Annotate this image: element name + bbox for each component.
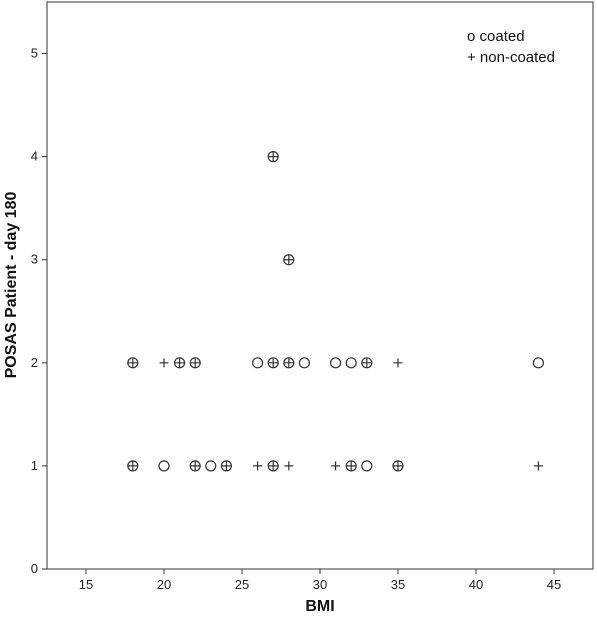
- non-coated-point: [393, 461, 403, 471]
- coated-point: [361, 357, 373, 369]
- x-axis: 15 20 25 30 35 40 45: [79, 569, 561, 592]
- y-tick-label: 2: [31, 355, 38, 370]
- non-coated-point: [346, 461, 356, 471]
- non-coated-point: [128, 358, 138, 368]
- coated-point: [158, 460, 170, 472]
- coated-point: [283, 357, 295, 369]
- coated-point: [267, 357, 279, 369]
- coated-point: [252, 357, 264, 369]
- coated-point: [532, 357, 545, 369]
- coated-point: [361, 460, 373, 472]
- non-coated-point: [175, 358, 185, 368]
- coated-point: [127, 460, 139, 472]
- non-coated-point: [268, 152, 278, 162]
- coated-point: [127, 357, 139, 369]
- coated-point: [392, 460, 404, 472]
- x-tick-label: 25: [235, 577, 249, 592]
- x-tick-label: 15: [79, 577, 93, 592]
- x-tick-label: 45: [547, 577, 561, 592]
- non-coated-point: [284, 461, 294, 471]
- non-coated-point: [533, 461, 543, 471]
- coated-point: [189, 460, 201, 472]
- non-coated-point: [190, 358, 200, 368]
- y-tick-label: 1: [31, 458, 38, 473]
- coated-point: [267, 460, 279, 472]
- y-tick-label: 3: [31, 252, 38, 267]
- y-axis: 0 1 2 3 4 5: [31, 46, 47, 576]
- coated-point: [205, 460, 217, 472]
- non-coated-point: [362, 358, 372, 368]
- x-tick-label: 30: [313, 577, 327, 592]
- non-coated-point: [221, 461, 231, 471]
- coated-point: [345, 460, 357, 472]
- data-points: [127, 151, 545, 472]
- non-coated-point: [284, 255, 294, 265]
- x-tick-label: 35: [391, 577, 405, 592]
- y-tick-label: 4: [31, 149, 38, 164]
- non-coated-point: [284, 358, 294, 368]
- plot-frame: [46, 1, 594, 570]
- non-coated-point: [331, 461, 341, 471]
- coated-point: [345, 357, 357, 369]
- x-axis-title: BMI: [305, 598, 334, 615]
- y-tick-label: 0: [31, 561, 38, 576]
- x-tick-label: 20: [157, 577, 171, 592]
- y-tick-label: 5: [31, 46, 38, 61]
- coated-point: [283, 254, 295, 266]
- non-coated-point: [253, 461, 263, 471]
- coated-point: [267, 151, 279, 163]
- coated-point: [220, 460, 232, 472]
- coated-point: [330, 357, 342, 369]
- y-axis-title: POSAS Patient - day 180: [3, 192, 20, 379]
- non-coated-point: [190, 461, 200, 471]
- legend-coated: o coated: [467, 28, 525, 45]
- non-coated-point: [393, 358, 403, 368]
- coated-point: [189, 357, 201, 369]
- x-tick-label: 40: [469, 577, 483, 592]
- non-coated-point: [268, 358, 278, 368]
- coated-point: [174, 357, 186, 369]
- non-coated-point: [128, 461, 138, 471]
- coated-point: [298, 357, 310, 369]
- non-coated-point: [159, 358, 169, 368]
- non-coated-point: [268, 461, 278, 471]
- legend-non-coated: + non-coated: [467, 49, 555, 66]
